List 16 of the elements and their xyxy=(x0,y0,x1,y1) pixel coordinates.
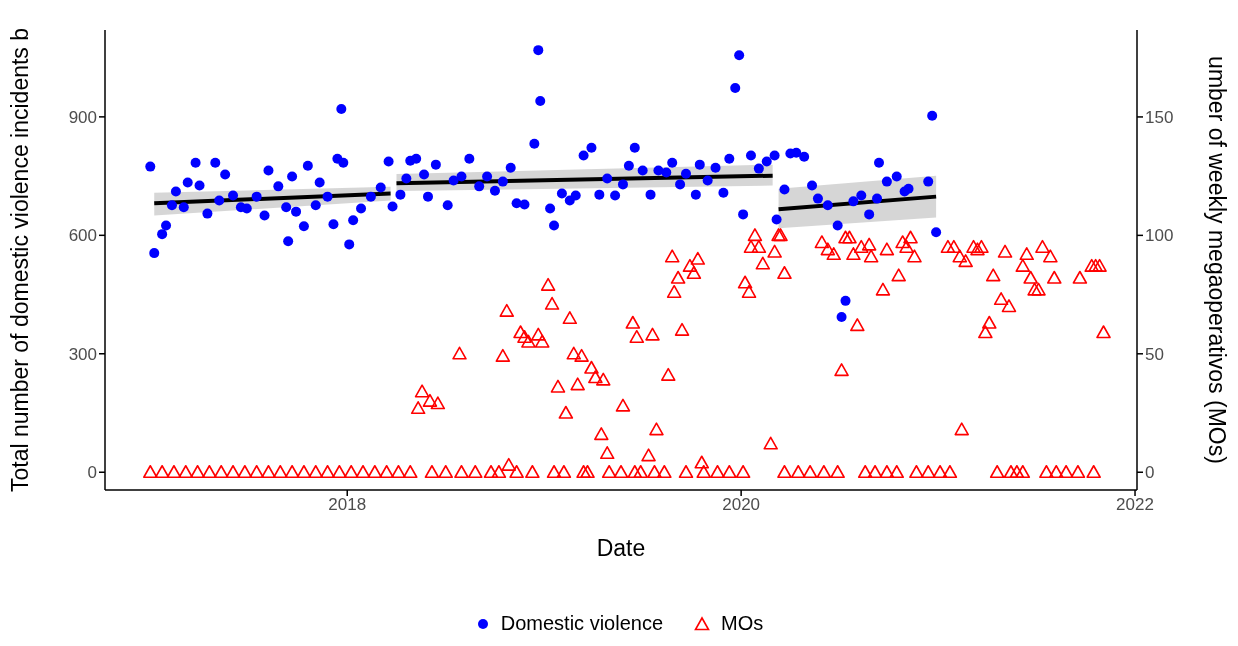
y-tick-label: 900 xyxy=(68,107,97,127)
y2-tick-label: 0 xyxy=(1145,463,1155,483)
x-tick-label: 2020 xyxy=(722,495,761,515)
y2-tick-label: 50 xyxy=(1145,344,1164,364)
y-axis-title: Total number of domestic violence incidents b xyxy=(7,27,34,493)
x-tick-label: 2022 xyxy=(1116,495,1154,515)
x-tick-label: 2018 xyxy=(328,495,367,515)
x-axis-title: Date xyxy=(596,535,646,561)
y-tick-label: 0 xyxy=(87,463,97,483)
y2-tick-label: 100 xyxy=(1145,226,1174,246)
legend-label: Domestic violence xyxy=(500,612,664,635)
y2-tick-label: 150 xyxy=(1145,107,1174,127)
y-tick-label: 300 xyxy=(68,344,97,364)
legend-label: MOs xyxy=(721,612,764,635)
y2-axis-title: umber of weekly megaoperativos (MOs) xyxy=(1203,56,1230,464)
y-tick-label: 600 xyxy=(68,226,97,246)
